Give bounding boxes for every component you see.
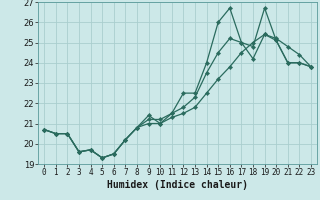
X-axis label: Humidex (Indice chaleur): Humidex (Indice chaleur) (107, 180, 248, 190)
